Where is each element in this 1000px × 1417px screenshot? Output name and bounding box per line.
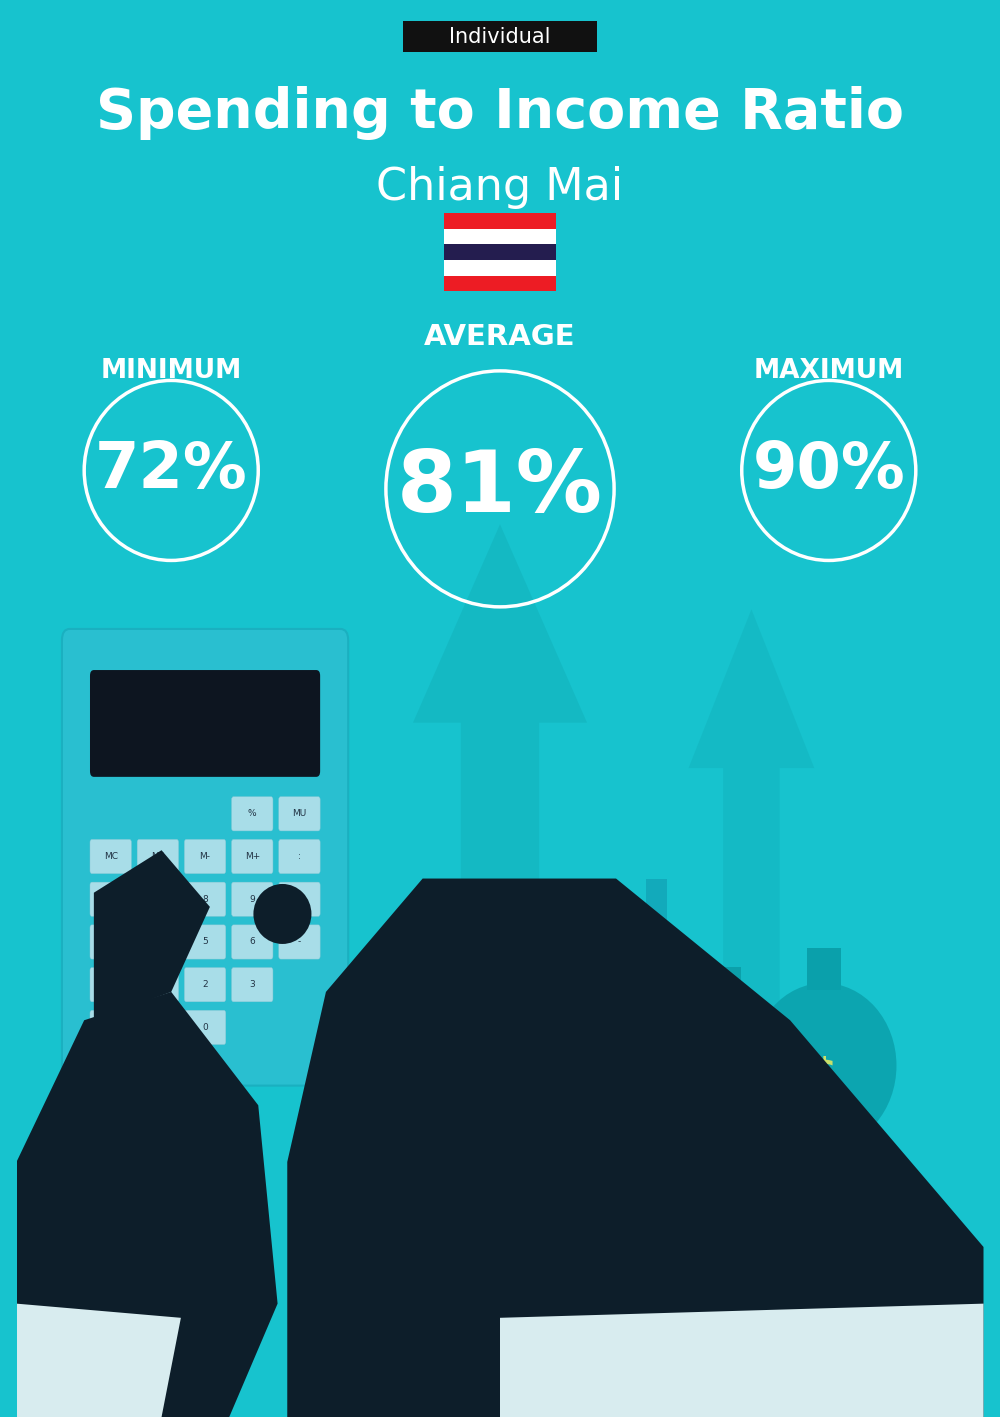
Text: 2: 2 [202,981,208,989]
Text: :: : [298,852,301,862]
Text: C/A: C/A [103,981,118,989]
Text: $: $ [812,1056,836,1090]
FancyBboxPatch shape [90,968,131,1002]
Bar [621,1094,693,1102]
Text: 0: 0 [202,1023,208,1032]
Text: MU: MU [292,809,307,818]
FancyBboxPatch shape [137,883,179,917]
Text: 81%: 81% [397,448,603,530]
Text: $: $ [718,1051,736,1074]
Bar [444,230,556,244]
Text: 72%: 72% [95,439,248,502]
Text: Chiang Mai: Chiang Mai [376,166,624,208]
FancyBboxPatch shape [232,883,273,917]
Text: 9: 9 [249,894,255,904]
Bar [490,992,713,1112]
Text: MC: MC [104,852,118,862]
Ellipse shape [674,995,780,1117]
FancyBboxPatch shape [279,839,320,874]
Bar [444,261,556,275]
Polygon shape [689,609,814,1006]
Ellipse shape [751,983,896,1148]
Bar [444,276,556,292]
FancyBboxPatch shape [90,1010,131,1044]
Text: M+: M+ [245,852,260,862]
Ellipse shape [253,884,311,944]
FancyBboxPatch shape [403,21,597,52]
Text: -: - [298,938,301,947]
Text: Spending to Income Ratio: Spending to Income Ratio [96,86,904,140]
Polygon shape [16,992,278,1417]
Bar [646,879,667,964]
FancyBboxPatch shape [90,839,131,874]
Text: Individual: Individual [449,27,551,47]
FancyBboxPatch shape [184,839,226,874]
FancyBboxPatch shape [90,670,320,777]
FancyBboxPatch shape [232,925,273,959]
FancyBboxPatch shape [279,883,320,917]
FancyBboxPatch shape [232,796,273,830]
Bar [621,1084,693,1093]
FancyBboxPatch shape [137,1010,179,1044]
Text: MAXIMUM: MAXIMUM [754,359,904,384]
Text: ►: ► [107,938,114,947]
Bar [584,1037,619,1112]
FancyBboxPatch shape [184,925,226,959]
Bar [621,1104,693,1112]
FancyBboxPatch shape [90,925,131,959]
Text: 8: 8 [202,894,208,904]
Text: MR: MR [151,852,165,862]
Text: %: % [248,809,257,818]
Text: 5: 5 [202,938,208,947]
Text: 1: 1 [155,981,161,989]
Polygon shape [16,1304,181,1417]
Text: 4: 4 [155,938,161,947]
Bar [621,1074,693,1083]
Bar [807,948,841,990]
Text: 7: 7 [155,894,161,904]
FancyBboxPatch shape [90,883,131,917]
FancyBboxPatch shape [184,1010,226,1044]
Text: 6: 6 [249,938,255,947]
Bar [621,1054,693,1063]
FancyBboxPatch shape [62,629,348,1085]
FancyBboxPatch shape [279,796,320,830]
Polygon shape [474,900,729,996]
FancyBboxPatch shape [137,839,179,874]
Text: 3: 3 [249,981,255,989]
Text: MINIMUM: MINIMUM [101,359,242,384]
Text: M-: M- [200,852,211,862]
FancyBboxPatch shape [137,968,179,1002]
Polygon shape [287,879,984,1417]
FancyBboxPatch shape [184,968,226,1002]
Polygon shape [94,850,210,1020]
Bar [444,214,556,230]
Text: 00: 00 [105,1023,116,1032]
Polygon shape [500,1304,984,1417]
Text: AVERAGE: AVERAGE [424,323,576,351]
FancyBboxPatch shape [137,925,179,959]
FancyBboxPatch shape [184,883,226,917]
Polygon shape [413,524,587,1020]
Text: +/-: +/- [104,894,118,904]
FancyBboxPatch shape [232,839,273,874]
Text: 90%: 90% [752,439,905,502]
Bar [714,966,741,1002]
Text: .: . [156,1023,159,1032]
Bar [444,244,556,261]
FancyBboxPatch shape [279,925,320,959]
Text: x: x [297,894,302,904]
FancyBboxPatch shape [232,968,273,1002]
Bar [621,1064,693,1073]
